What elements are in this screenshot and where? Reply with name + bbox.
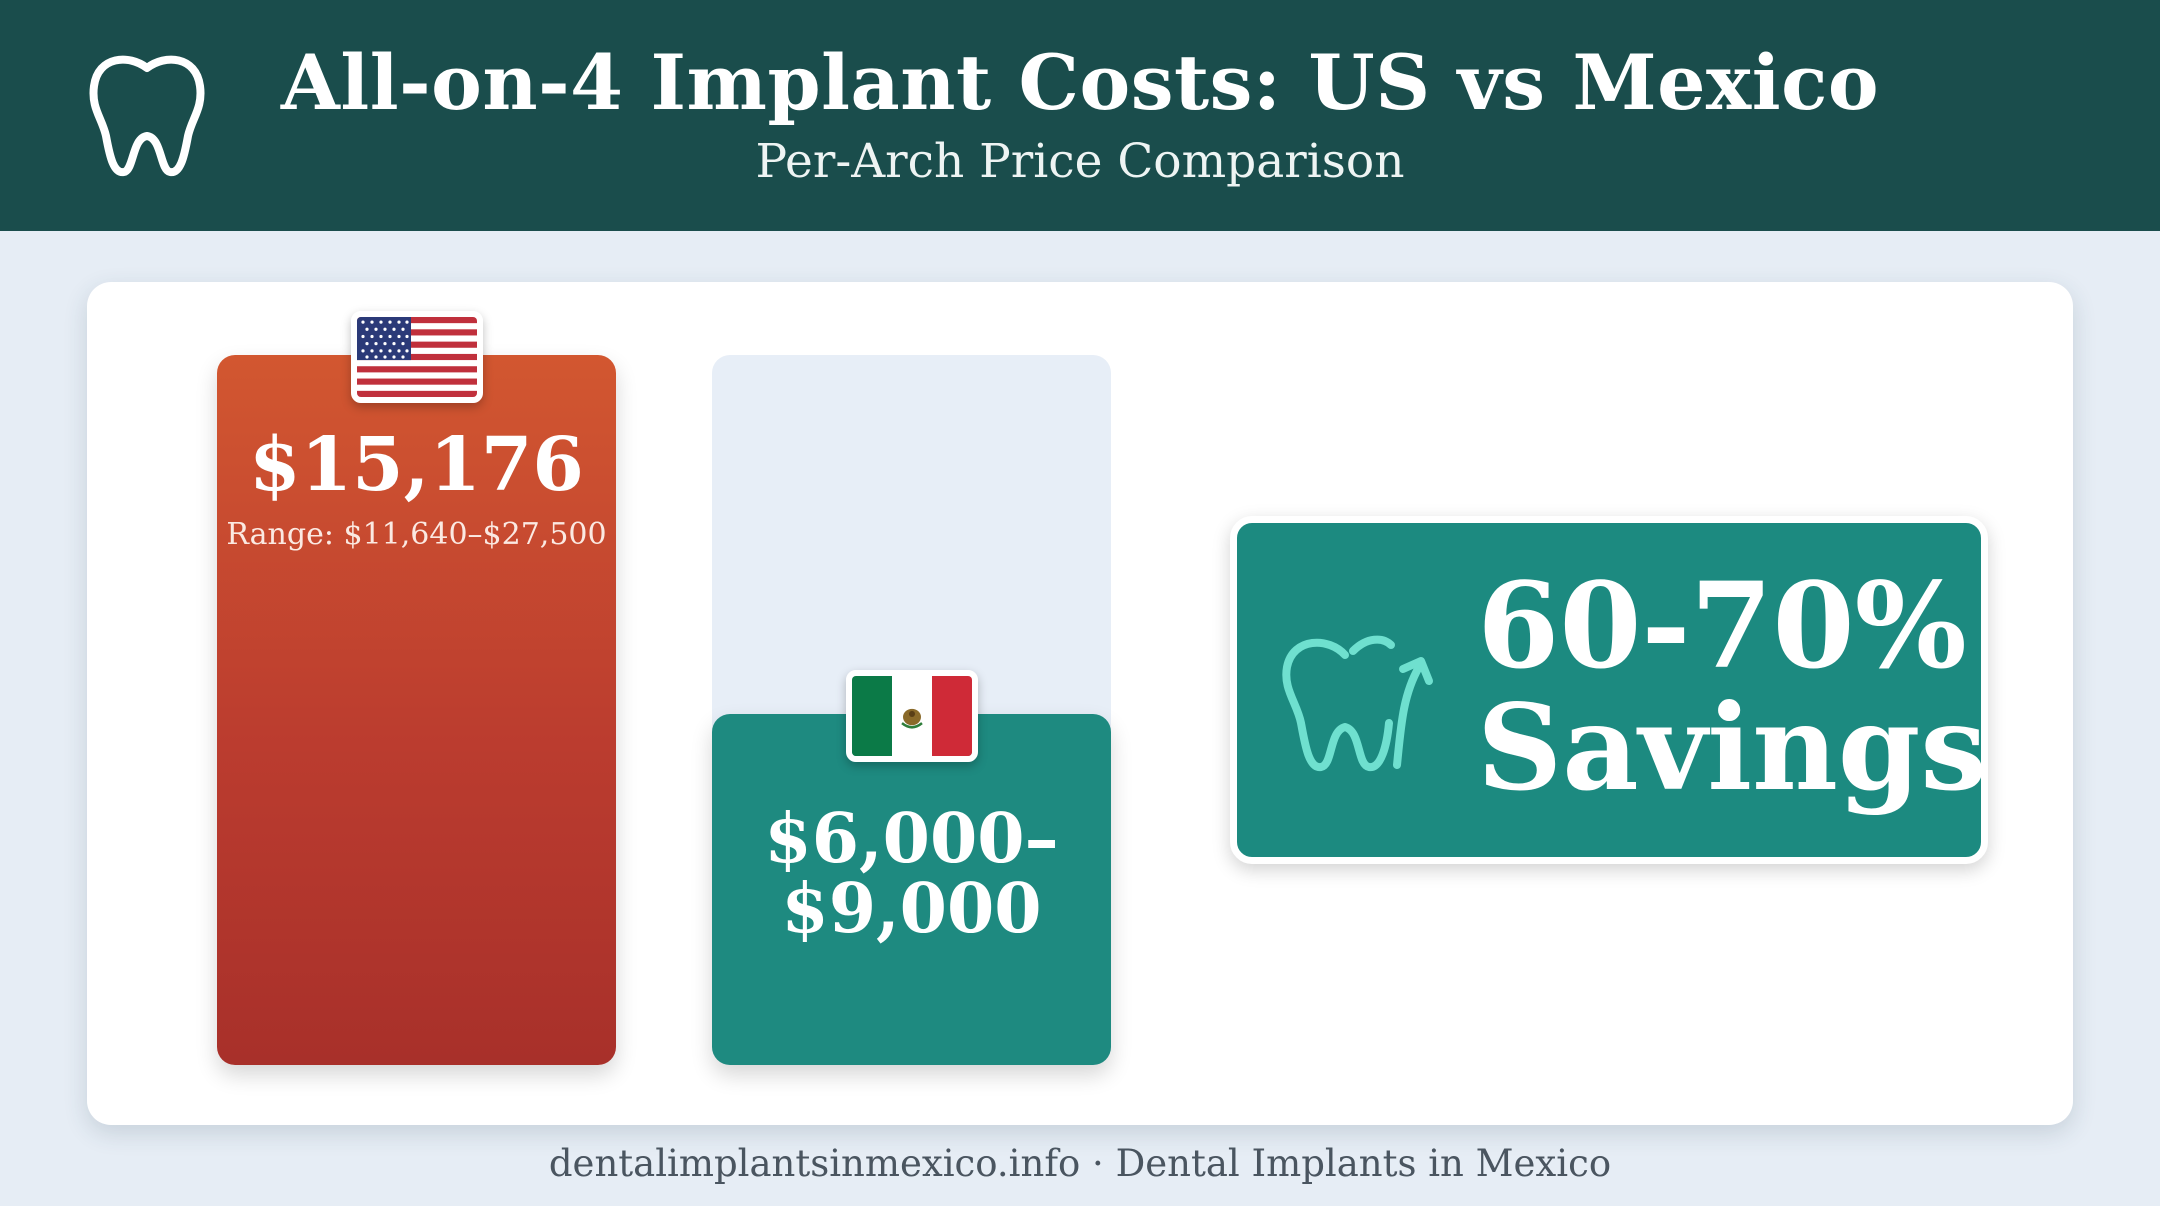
mexico-flag-icon xyxy=(845,670,978,763)
footer-source: dentalimplantsinmexico.info · Dental Imp… xyxy=(548,1142,1612,1185)
savings-text: 60-70% Savings xyxy=(1477,556,1987,817)
savings-label: Savings xyxy=(1477,678,1987,817)
us-value-label: $15,176 xyxy=(249,422,584,508)
mexico-value-line-2: $9,000 xyxy=(781,869,1042,949)
header-banner: All-on-4 Implant Costs: US vs Mexico Per… xyxy=(0,0,2160,231)
us-flag-icon xyxy=(350,311,483,403)
us-bar xyxy=(217,355,616,1065)
mexico-value-label: $6,000– $9,000 xyxy=(712,804,1111,944)
mexico-value-line-1: $6,000– xyxy=(764,799,1059,879)
savings-callout: 60-70% Savings xyxy=(1230,516,1988,864)
page-title: All-on-4 Implant Costs: US vs Mexico xyxy=(280,38,1880,127)
savings-percent: 60-70% xyxy=(1477,556,1967,695)
us-range-label: Range: $11,640–$27,500 xyxy=(226,517,607,552)
page-subtitle: Per-Arch Price Comparison xyxy=(755,134,1405,189)
tooth-icon xyxy=(89,55,205,177)
mexico-bar xyxy=(712,714,1111,1065)
tooth-arrow-up-icon xyxy=(1282,635,1433,771)
